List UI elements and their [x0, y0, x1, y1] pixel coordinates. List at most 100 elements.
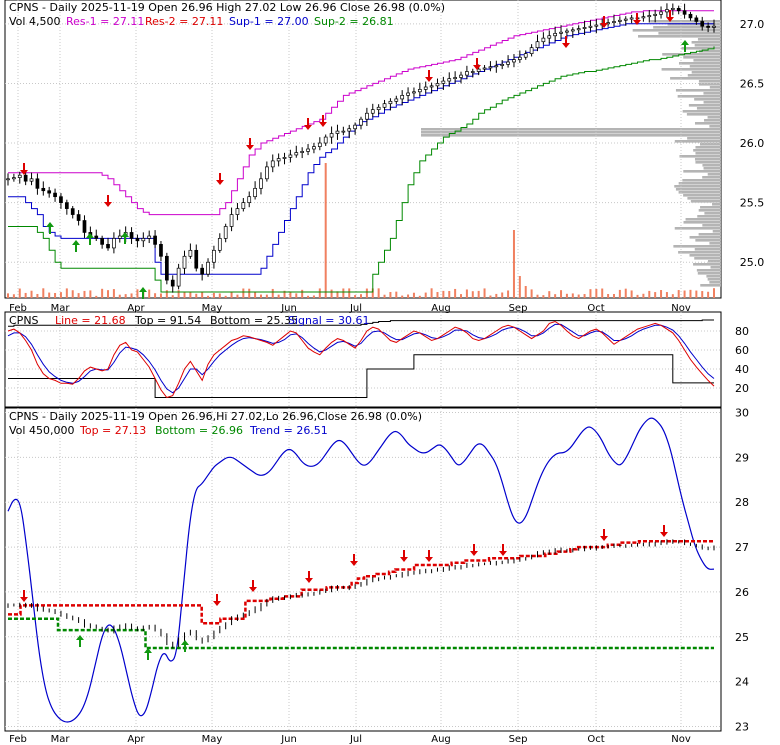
- volume-bar: [18, 288, 21, 298]
- osc-line: [7, 320, 715, 399]
- price-body: [588, 25, 593, 28]
- volume-bar: [689, 289, 692, 298]
- price-body: [323, 136, 328, 144]
- volume-bar: [636, 294, 639, 298]
- price-body: [94, 235, 99, 239]
- volume-bar: [424, 292, 427, 298]
- volume-bar: [436, 292, 439, 298]
- price-body: [41, 187, 46, 192]
- price-body: [76, 214, 81, 221]
- volume-bar: [348, 288, 351, 298]
- price-body: [188, 249, 193, 257]
- price-body: [129, 232, 134, 239]
- volume-bar: [395, 291, 398, 298]
- profile-bar: [707, 116, 721, 119]
- trend-sell-arrow: [213, 601, 221, 606]
- sell-arrow: [600, 23, 608, 28]
- volume-bar: [254, 291, 257, 298]
- volume-bar: [259, 294, 262, 298]
- volume-bar: [171, 295, 174, 298]
- volume-bar: [177, 290, 180, 298]
- volume-bar: [607, 294, 610, 298]
- profile-bar: [689, 254, 721, 257]
- trend-sell-arrow: [400, 557, 408, 562]
- profile-bar: [675, 89, 721, 92]
- volume-bar: [48, 292, 51, 298]
- volume-bar: [383, 294, 386, 298]
- volume-bar: [512, 230, 515, 298]
- volume-bar: [289, 291, 292, 298]
- volume-bar: [460, 294, 463, 298]
- profile-bar: [638, 35, 721, 38]
- price-body: [253, 187, 257, 198]
- price-body: [688, 13, 693, 19]
- profile-bar: [687, 137, 721, 140]
- profile-bar: [670, 77, 721, 80]
- price-body: [547, 35, 552, 39]
- sup2-line: [8, 46, 715, 293]
- trend-trend-label: Trend = 26.51: [249, 424, 328, 437]
- profile-bar: [694, 248, 721, 251]
- price-body: [223, 226, 228, 239]
- profile-bar: [687, 74, 721, 77]
- price-body: [229, 214, 234, 227]
- volume-bar: [601, 288, 604, 298]
- price-body: [376, 106, 381, 111]
- profile-bar: [421, 134, 721, 137]
- price-body: [347, 128, 352, 132]
- sell-arrow: [562, 43, 570, 48]
- price-body: [500, 64, 505, 66]
- price-tick-label: 27.0: [740, 18, 765, 31]
- profile-bar: [421, 128, 721, 131]
- volume-bar: [112, 289, 115, 298]
- top-band-line: [8, 539, 714, 625]
- sell-arrow: [425, 77, 433, 82]
- trend-panel: 23 24 25 26 27 28 29 30 CPNS - Daily 2025-11-19…: [4, 406, 749, 734]
- price-body: [212, 249, 216, 263]
- volume-bar: [242, 288, 245, 298]
- profile-bar: [696, 269, 721, 272]
- price-body: [165, 255, 169, 281]
- price-body: [665, 9, 669, 13]
- volume-bar: [189, 291, 192, 298]
- volume-bar: [489, 295, 492, 298]
- price-body: [423, 86, 428, 90]
- price-body: [400, 95, 405, 100]
- profile-bar: [706, 275, 721, 278]
- volume-bar: [713, 288, 715, 298]
- volume-bar: [407, 294, 410, 298]
- volume-bar: [501, 292, 504, 298]
- res1-line: [8, 10, 714, 216]
- price-body: [706, 25, 710, 28]
- volume-bar: [101, 288, 104, 298]
- bottom-band-line: [8, 617, 714, 650]
- trend-buy-arrow: [144, 648, 152, 653]
- profile-bar: [694, 257, 721, 260]
- sup1-label: Sup-1 = 27.00: [229, 15, 309, 28]
- price-body: [623, 18, 628, 21]
- volume-bar: [507, 290, 510, 298]
- price-body: [465, 71, 469, 76]
- price-months: Feb Mar Apr May Jun Jul Aug Sep Oct Nov: [9, 303, 691, 314]
- volume-bar: [295, 293, 298, 298]
- trend-arrows: [20, 525, 668, 660]
- osc-top-line: [8, 319, 714, 327]
- profile-bar: [679, 155, 721, 158]
- price-body: [570, 29, 575, 32]
- profile-bar: [700, 206, 721, 209]
- volume-bars: [7, 163, 715, 298]
- oscillator-lines: [7, 319, 715, 399]
- sell-arrow: [104, 202, 112, 207]
- osc-bottom-line: [8, 354, 714, 398]
- volume-bar: [630, 290, 633, 298]
- price-body: [365, 112, 369, 120]
- price-body: [506, 61, 510, 65]
- profile-bar: [683, 194, 721, 197]
- month-label: May: [202, 303, 223, 314]
- month-label: Oct: [587, 303, 604, 314]
- price-body: [70, 208, 75, 215]
- volume-bar: [477, 290, 480, 298]
- volume-bar: [24, 292, 27, 298]
- price-body: [647, 15, 652, 18]
- price-tick-label: 25.5: [740, 197, 765, 210]
